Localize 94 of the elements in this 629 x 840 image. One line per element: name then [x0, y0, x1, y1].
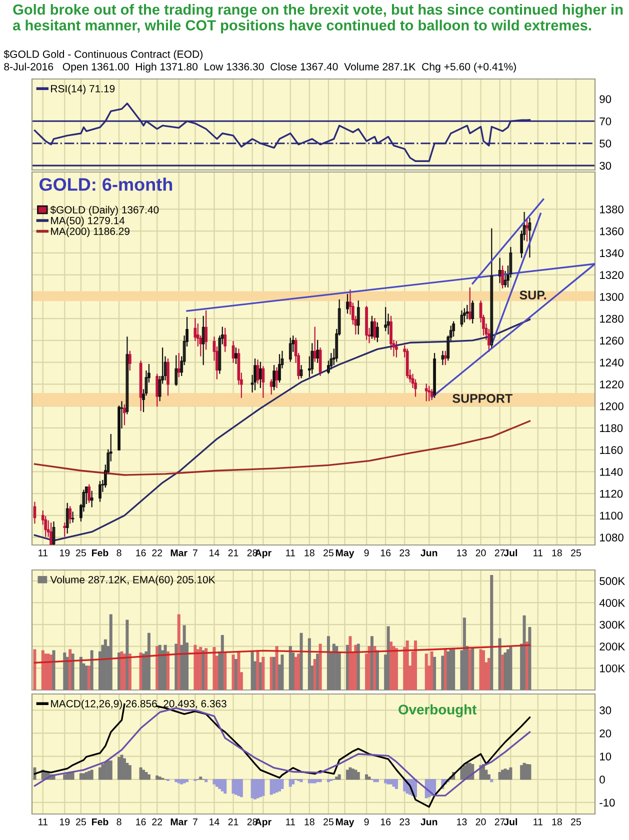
y-tick-label: 1120 [600, 490, 623, 498]
x-tick-label: 8 [116, 818, 122, 826]
x-tick-label: 20 [476, 818, 486, 826]
x-tick-label: 9 [364, 818, 369, 826]
y-tick-label: 300K [600, 620, 625, 629]
legend-label: Volume 287.12K, EMA(60) 205.10K [50, 576, 216, 586]
band-label: SUPPORT [452, 394, 512, 403]
x-tick-label: 11 [286, 550, 295, 556]
y-tick-label: 70 [600, 117, 612, 126]
x-tick-label: 9 [364, 549, 369, 556]
x-tick-label: 16 [136, 549, 146, 556]
x-tick-label: 22 [152, 549, 162, 556]
y-tick-label: 50 [600, 140, 612, 148]
x-tick-label: 13 [457, 549, 467, 556]
x-tick-label: 19 [60, 549, 70, 556]
x-tick-label: 20 [476, 549, 486, 556]
x-tick-label: 7 [192, 550, 198, 556]
x-tick-label: Jul [504, 549, 518, 556]
x-tick-label: Feb [92, 549, 108, 556]
x-tick-label: Mar [170, 550, 188, 556]
y-tick-label: 30 [600, 706, 612, 714]
x-tick-label: 16 [380, 818, 391, 826]
y-tick-label: 1360 [600, 227, 624, 236]
x-tick-label: 11 [534, 818, 542, 826]
y-tick-label: 10 [600, 752, 612, 760]
y-tick-label: 1280 [600, 314, 624, 323]
band-label: SUP. [520, 290, 546, 300]
y-tick-label: 30 [600, 162, 612, 170]
y-tick-label: 1140 [600, 468, 623, 476]
x-tick-label: 18 [304, 818, 314, 826]
chart-title: Gold broke out of the trading range on the brexit vote, but has since continued higher in a hesitant manner, while COT positions have continued to balloon to wild extremes. [13, 4, 623, 34]
x-tick-label: May [336, 550, 354, 558]
x-tick-label: 25 [324, 549, 334, 556]
x-tick-label: 7 [192, 818, 198, 826]
annotation: GOLD: 6-month [40, 178, 172, 191]
x-tick-label: 27 [494, 818, 505, 826]
y-tick-label: 1220 [600, 380, 624, 388]
x-tick-label: 19 [60, 818, 70, 826]
x-tick-label: 8 [116, 549, 122, 556]
x-tick-label: 13 [457, 818, 467, 826]
x-tick-label: 11 [534, 550, 542, 556]
y-tick-label: 100K [600, 664, 625, 672]
legend-label: $GOLD (Daily) 1367.40 [50, 206, 159, 216]
y-tick-label: 1200 [600, 402, 624, 410]
y-tick-label: 200K [600, 642, 625, 650]
x-tick-label: 11 [286, 818, 295, 826]
x-tick-label: 16 [136, 818, 146, 826]
x-tick-label: 25 [324, 818, 334, 826]
x-tick-label: 11 [38, 818, 48, 826]
x-tick-label: 18 [552, 818, 562, 826]
x-tick-label: Feb [92, 818, 108, 826]
x-tick-label: 25 [571, 549, 581, 556]
y-tick-label: 1160 [600, 446, 623, 454]
x-tick-label: 18 [304, 549, 314, 556]
y-tick-label: 500K [600, 577, 625, 586]
legend-label: MA(50) 1279.14 [51, 216, 125, 226]
y-tick-label: 1260 [600, 336, 624, 345]
y-tick-label: 1100 [600, 512, 623, 520]
x-tick-label: 25 [571, 818, 581, 826]
x-tick-label: 23 [400, 818, 410, 826]
y-tick-label: 0 [600, 776, 605, 784]
x-tick-label: 27 [494, 549, 505, 556]
y-tick-label: 400K [599, 598, 625, 607]
y-tick-label: 1180 [600, 424, 623, 432]
x-tick-label: 23 [400, 549, 410, 556]
x-tick-label: 21 [228, 549, 238, 556]
chart-subtitle: $GOLD Gold - Continuous Contract (EOD) 8-Jul-2016 Open 1361.00 High 1371.80 Low 1336.30 Close 1367.40 Volume 287.1K Chg +5.60 (+0.41%) [4, 50, 516, 73]
x-tick-label: Jun [420, 550, 438, 556]
y-tick-label: -10 [600, 798, 615, 807]
legend-label: MACD(12,26,9) 26.856, 20.493, 6.363 [51, 700, 226, 710]
y-tick-label: 1240 [600, 358, 624, 366]
y-tick-label: 1340 [600, 249, 624, 258]
x-tick-label: 14 [210, 818, 220, 826]
x-tick-label: 21 [228, 818, 238, 826]
x-tick-label: 25 [76, 549, 86, 556]
x-tick-label: May [336, 818, 354, 828]
y-tick-label: 90 [600, 95, 612, 104]
x-tick-label: 22 [152, 818, 162, 826]
x-tick-label: 16 [380, 549, 391, 556]
y-tick-label: 1300 [600, 292, 624, 301]
x-tick-label: 18 [552, 549, 562, 556]
x-tick-label: 25 [76, 818, 86, 826]
x-tick-label: 11 [38, 550, 48, 556]
legend-label: RSI(14) 71.19 [51, 84, 115, 94]
y-tick-label: 20 [600, 730, 612, 738]
y-tick-label: 1380 [600, 205, 624, 214]
legend-label: MA(200) 1186.29 [51, 227, 130, 238]
y-tick-label: 1320 [600, 271, 624, 279]
x-tick-label: Jun [420, 818, 438, 826]
x-tick-label: Jul [504, 818, 518, 826]
y-tick-label: 1080 [600, 534, 624, 542]
x-tick-label: Mar [170, 818, 188, 826]
annotation: Overbought [398, 704, 477, 718]
x-tick-label: 14 [210, 550, 220, 556]
